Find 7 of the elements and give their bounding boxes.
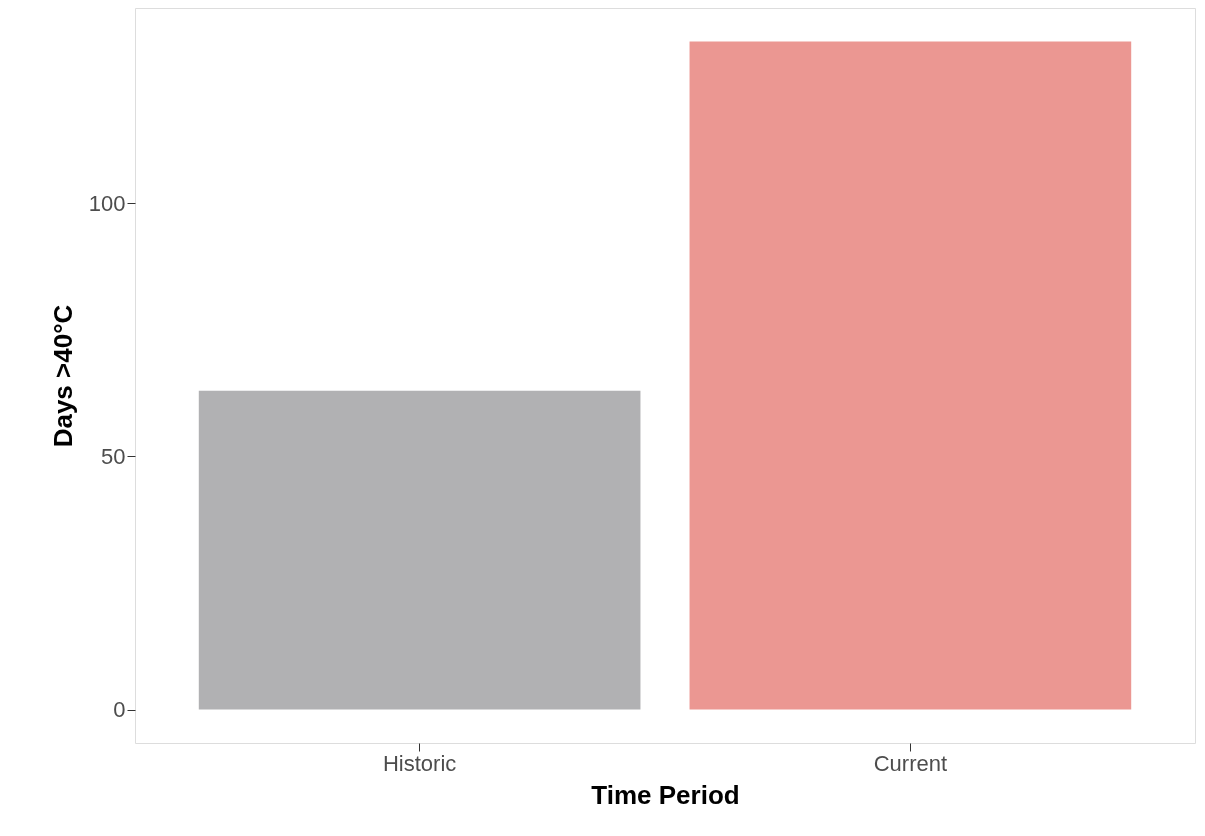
x-tick-label: Current [873,750,948,776]
y-tick-label: 50 [101,443,126,469]
y-tick-label: 100 [88,190,126,216]
y-axis-title: Days >40°C [47,304,78,448]
x-axis-title: Time Period [591,779,740,810]
x-tick-label: Historic [382,750,457,776]
y-tick-label: 0 [113,697,126,723]
